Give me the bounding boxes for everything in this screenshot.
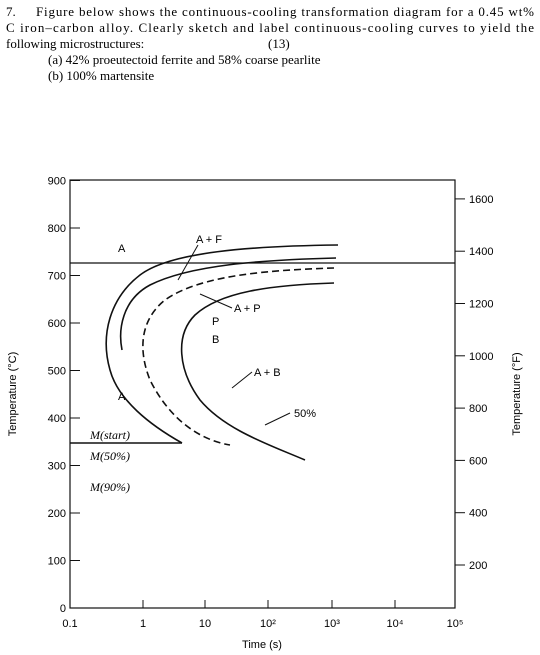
y-right-tick-label: 200: [469, 560, 487, 572]
curve: [119, 257, 337, 351]
martensite-labels: M(start) M(50%) M(90%): [89, 428, 130, 494]
x-tick-label: 1: [140, 618, 146, 630]
y-right-tick-label: 1000: [469, 351, 493, 363]
x-tick-label: 10: [199, 618, 211, 630]
y-right-tick-label: 600: [469, 455, 487, 467]
question-number: 7.: [6, 4, 16, 19]
plot-frame: [69, 179, 456, 609]
y-tick-label: 600: [48, 318, 66, 330]
y-tick-label: 500: [48, 366, 66, 378]
curve: [180, 282, 335, 461]
x-tick-label: 10³: [324, 618, 340, 630]
region-label: 50%: [294, 408, 316, 420]
y-right-tick-label: 1400: [469, 246, 493, 258]
y-tick-label: 100: [48, 556, 66, 568]
region-label: A: [118, 391, 126, 403]
cct-diagram: A A + F A + P P B A + B A 50% M(start) M…: [7, 176, 523, 652]
question: 7. Figure below shows the continuous-coo…: [6, 4, 534, 83]
region-labels: A A + F A + P P B A + B A 50%: [118, 234, 316, 420]
region-label: A + F: [196, 234, 222, 246]
curve: [105, 244, 339, 444]
x-tick-label: 0.1: [62, 618, 77, 630]
martensite-label: M(start): [89, 428, 130, 442]
region-label: B: [212, 334, 219, 346]
martensite-label: M(90%): [89, 480, 130, 494]
y-tick-label: 800: [48, 223, 66, 235]
x-label: Time (s): [242, 639, 282, 651]
y-right-label: Temperature (°F): [511, 352, 523, 435]
region-label: P: [212, 316, 219, 328]
x-tick-label: 10⁵: [447, 618, 464, 630]
x-tick-label: 10²: [260, 618, 276, 630]
question-part: (a) 42% proeutectoid ferrite and 58% coa…: [48, 52, 321, 67]
y-tick-label: 300: [48, 461, 66, 473]
y-left-label: Temperature (°C): [7, 352, 19, 436]
curve: [142, 267, 335, 446]
question-line: following microstructures:: [6, 36, 144, 51]
martensite-label: M(50%): [89, 449, 130, 463]
question-line: Figure below shows the continuous-coolin…: [36, 4, 534, 19]
region-label: A + B: [254, 367, 281, 379]
y-right-tick-label: 800: [469, 403, 487, 415]
y-tick-label: 200: [48, 508, 66, 520]
question-line: C iron–carbon alloy. Clearly sketch and …: [6, 20, 534, 35]
y-tick-label: 900: [48, 176, 66, 188]
x-tick-label: 10⁴: [387, 618, 404, 630]
y-right-tick-label: 1200: [469, 299, 493, 311]
leader-lines: [177, 244, 291, 426]
y-tick-label: 400: [48, 413, 66, 425]
y-right-tick-label: 1600: [469, 194, 493, 206]
region-label: A + P: [234, 303, 261, 315]
question-marks: (13): [268, 36, 290, 51]
y-tick-label: 700: [48, 271, 66, 283]
y-right-tick-label: 400: [469, 508, 487, 520]
region-label: A: [118, 243, 126, 255]
y-tick-label: 0: [60, 603, 66, 615]
question-part: (b) 100% martensite: [48, 68, 154, 83]
